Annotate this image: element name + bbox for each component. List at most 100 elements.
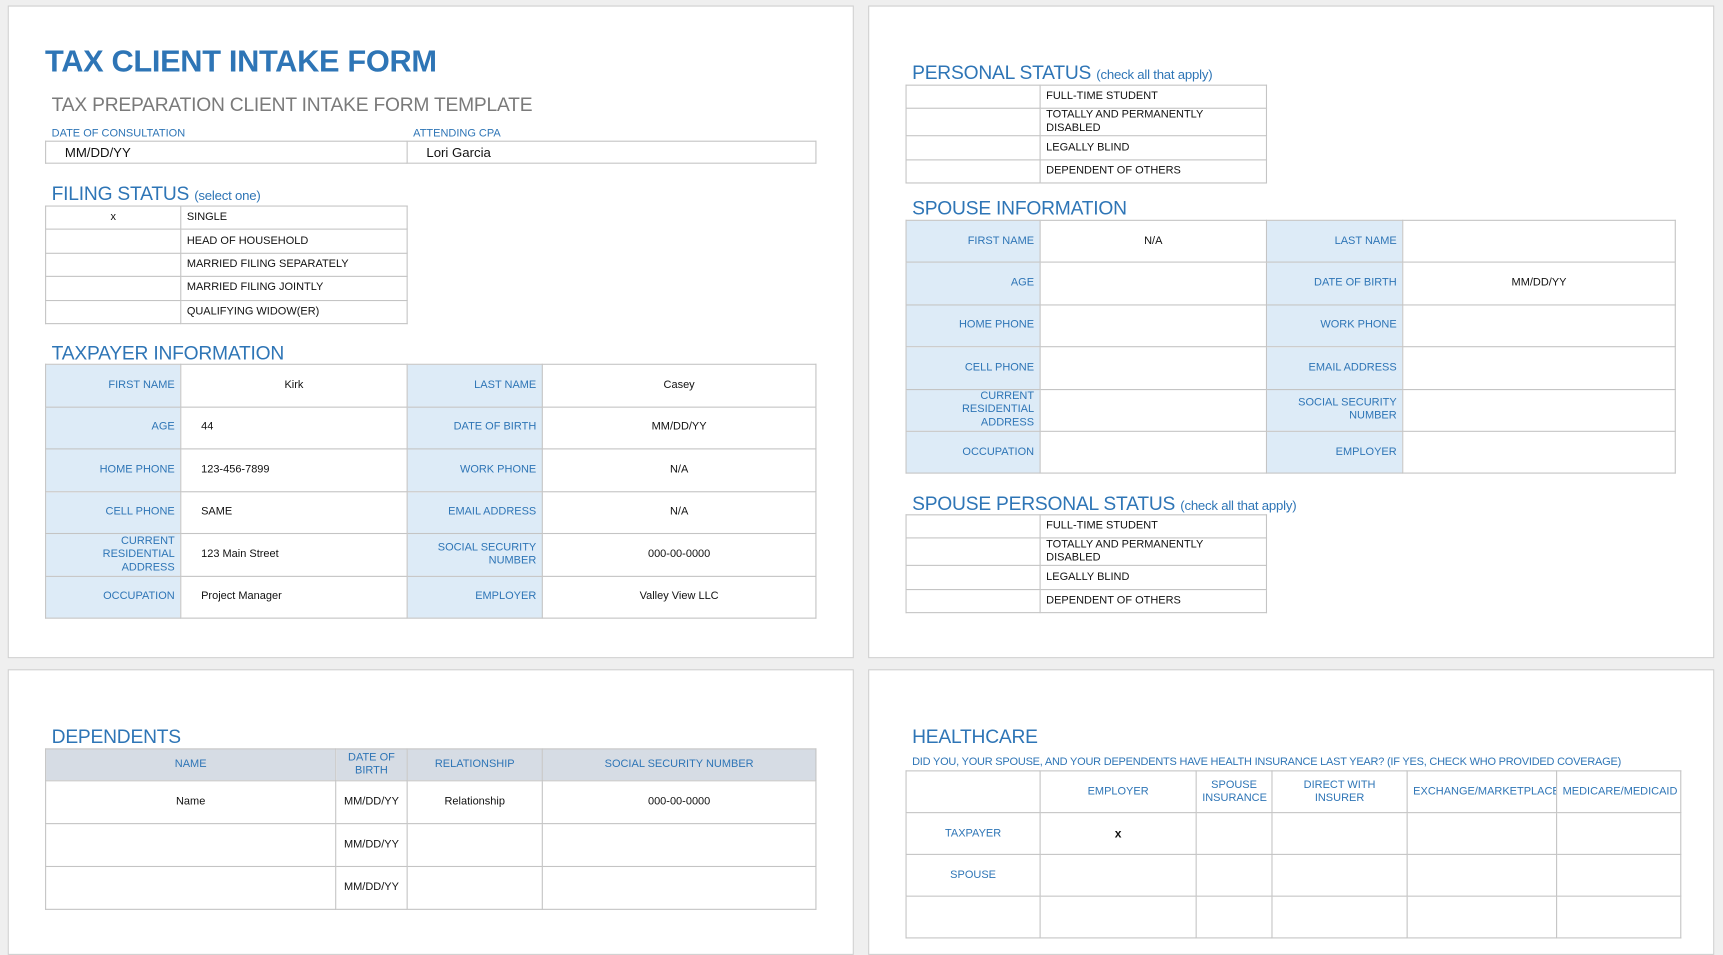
checklist-row: DEPENDENT OF OTHERS: [905, 159, 1268, 184]
field-value[interactable]: Casey: [541, 363, 817, 408]
field-value[interactable]: MM/DD/YY: [541, 406, 817, 450]
option-label: TOTALLY AND PERMANENTLY DISABLED: [1039, 108, 1268, 137]
date-of-consultation-field[interactable]: MM/DD/YY: [45, 140, 408, 164]
field-value[interactable]: [1039, 261, 1268, 306]
coverage-checkbox[interactable]: [1039, 853, 1197, 897]
coverage-checkbox[interactable]: [1271, 812, 1408, 855]
coverage-checkbox[interactable]: x: [1039, 812, 1197, 855]
field-value[interactable]: [1402, 430, 1676, 475]
row-label: SPOUSE: [905, 853, 1041, 897]
dependent-cell[interactable]: [541, 823, 817, 868]
info-row: CELL PHONE EMAIL ADDRESS: [905, 346, 1676, 390]
field-value[interactable]: MM/DD/YY: [1402, 261, 1676, 306]
field-label: FIRST NAME: [45, 363, 182, 408]
attending-cpa-field[interactable]: Lori Garcia: [406, 140, 817, 164]
field-value[interactable]: [1039, 304, 1268, 348]
info-row: OCCUPATION EMPLOYER: [905, 430, 1676, 475]
coverage-checkbox[interactable]: [1556, 812, 1682, 855]
coverage-checkbox[interactable]: [1556, 895, 1682, 939]
field-value[interactable]: [1039, 430, 1268, 475]
coverage-checkbox[interactable]: [1271, 853, 1408, 897]
personal-status-note: (check all that apply): [1096, 67, 1213, 83]
field-value[interactable]: [1402, 388, 1676, 432]
row-label: TAXPAYER: [905, 812, 1041, 855]
row-label: [905, 895, 1041, 939]
field-value[interactable]: [1402, 346, 1676, 390]
info-row: FIRST NAME N/A LAST NAME: [905, 219, 1676, 264]
coverage-checkbox[interactable]: [1039, 895, 1197, 939]
field-label: EMAIL ADDRESS: [406, 490, 543, 535]
dependent-cell[interactable]: MM/DD/YY: [335, 865, 408, 910]
checkbox-cell[interactable]: [905, 588, 1041, 614]
coverage-checkbox[interactable]: [1195, 812, 1273, 855]
field-label: CURRENT RESIDENTIAL ADDRESS: [45, 532, 182, 577]
personal-status-table: FULL-TIME STUDENT TOTALLY AND PERMANENTLY…: [905, 84, 1268, 184]
field-value[interactable]: Valley View LLC: [541, 575, 817, 619]
dependent-cell[interactable]: [45, 823, 337, 868]
field-value[interactable]: 44: [180, 406, 408, 450]
dependent-row: MM/DD/YY: [45, 823, 817, 868]
coverage-checkbox[interactable]: [1406, 853, 1558, 897]
coverage-row: [905, 895, 1682, 939]
checkbox-cell[interactable]: [45, 299, 182, 325]
field-label: LAST NAME: [406, 363, 543, 408]
checkbox-cell[interactable]: [905, 159, 1041, 184]
dependent-cell[interactable]: MM/DD/YY: [335, 780, 408, 825]
info-row: FIRST NAME Kirk LAST NAME Casey: [45, 363, 817, 408]
checkbox-cell[interactable]: [45, 252, 182, 278]
info-row: AGE 44 DATE OF BIRTH MM/DD/YY: [45, 406, 817, 450]
dependent-cell[interactable]: 000-00-0000: [541, 780, 817, 825]
info-row: OCCUPATION Project Manager EMPLOYER Valley …: [45, 575, 817, 619]
field-value[interactable]: [1039, 346, 1268, 390]
coverage-checkbox[interactable]: [1556, 853, 1682, 897]
field-value[interactable]: N/A: [541, 490, 817, 535]
info-row: HOME PHONE 123-456-7899 WORK PHONE N/A: [45, 448, 817, 492]
checkbox-cell[interactable]: x: [45, 205, 182, 231]
field-value[interactable]: 000-00-0000: [541, 532, 817, 577]
coverage-checkbox[interactable]: [1195, 853, 1273, 897]
field-label: HOME PHONE: [905, 304, 1041, 348]
field-value[interactable]: [1039, 388, 1268, 432]
field-value[interactable]: 123-456-7899: [180, 448, 408, 492]
checkbox-cell[interactable]: [905, 537, 1041, 567]
field-value[interactable]: Kirk: [180, 363, 408, 408]
dependent-cell[interactable]: [541, 865, 817, 910]
field-label: WORK PHONE: [406, 448, 543, 492]
field-label: DATE OF BIRTH: [406, 406, 543, 450]
coverage-checkbox[interactable]: [1195, 895, 1273, 939]
checklist-row: TOTALLY AND PERMANENTLY DISABLED: [905, 108, 1268, 137]
field-label: OCCUPATION: [905, 430, 1041, 475]
coverage-checkbox[interactable]: [1271, 895, 1408, 939]
field-value[interactable]: Project Manager: [180, 575, 408, 619]
field-value[interactable]: [1402, 304, 1676, 348]
personal-status-heading: PERSONAL STATUS (check all that apply): [912, 62, 1213, 85]
dependent-cell[interactable]: [406, 865, 543, 910]
dependent-cell[interactable]: Relationship: [406, 780, 543, 825]
field-value[interactable]: SAME: [180, 490, 408, 535]
field-value[interactable]: [1402, 219, 1676, 264]
spouse-personal-status-note: (check all that apply): [1180, 497, 1297, 514]
info-row: CELL PHONE SAME EMAIL ADDRESS N/A: [45, 490, 817, 535]
option-label: MARRIED FILING JOINTLY: [180, 276, 408, 301]
field-label: WORK PHONE: [1265, 304, 1404, 348]
checkbox-cell[interactable]: [905, 135, 1041, 161]
dependent-cell[interactable]: Name: [45, 780, 337, 825]
checkbox-cell[interactable]: [905, 514, 1041, 539]
dependent-cell[interactable]: [45, 865, 337, 910]
checklist-row: QUALIFYING WIDOW(ER): [45, 299, 408, 325]
checkbox-cell[interactable]: [45, 228, 182, 254]
dependent-cell[interactable]: MM/DD/YY: [335, 823, 408, 868]
checkbox-cell[interactable]: [905, 108, 1041, 137]
checkbox-cell[interactable]: [905, 84, 1041, 110]
checkbox-cell[interactable]: [905, 565, 1041, 590]
coverage-checkbox[interactable]: [1406, 812, 1558, 855]
option-label: DEPENDENT OF OTHERS: [1039, 588, 1268, 614]
dependent-cell[interactable]: [406, 823, 543, 868]
field-value[interactable]: N/A: [1039, 219, 1268, 264]
field-value[interactable]: N/A: [541, 448, 817, 492]
coverage-checkbox[interactable]: [1406, 895, 1558, 939]
field-value[interactable]: 123 Main Street: [180, 532, 408, 577]
coverage-row: SPOUSE: [905, 853, 1682, 897]
field-label: HOME PHONE: [45, 448, 182, 492]
checkbox-cell[interactable]: [45, 276, 182, 301]
